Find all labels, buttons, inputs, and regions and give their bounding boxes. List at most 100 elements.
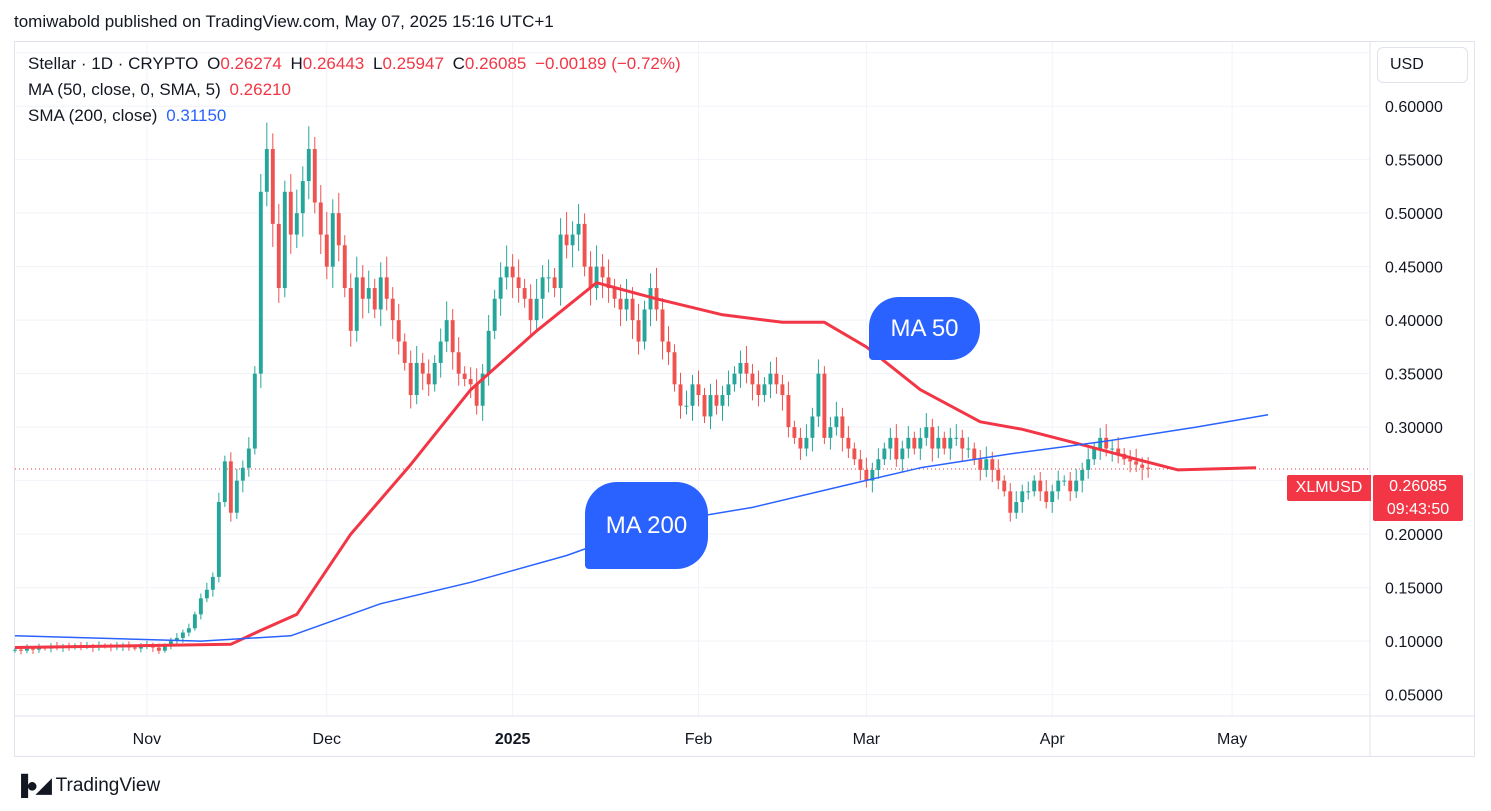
x-tick-label: Mar bbox=[853, 731, 881, 748]
candle-body bbox=[978, 459, 983, 470]
publisher-line: tomiwabold published on TradingView.com,… bbox=[14, 12, 554, 31]
candle-body bbox=[930, 427, 935, 449]
candle-body bbox=[864, 469, 869, 481]
y-tick-label: 0.40000 bbox=[1385, 313, 1443, 330]
candle-body bbox=[438, 341, 443, 363]
candle-body bbox=[612, 288, 617, 299]
legend-open-label: O bbox=[207, 54, 221, 73]
y-tick-label: 0.60000 bbox=[1385, 99, 1443, 116]
candle-body bbox=[600, 266, 605, 278]
candle-body bbox=[1026, 491, 1031, 493]
y-tick-label: 0.10000 bbox=[1385, 634, 1443, 651]
candle-body bbox=[1074, 480, 1079, 492]
candle-body bbox=[258, 191, 263, 374]
candle-body bbox=[384, 277, 389, 299]
candle-body bbox=[984, 459, 989, 470]
candle-body bbox=[840, 416, 845, 438]
candle-body bbox=[468, 379, 473, 385]
candle-body bbox=[300, 181, 305, 214]
candle-body bbox=[1020, 491, 1025, 503]
y-tick-label: 0.20000 bbox=[1385, 527, 1443, 544]
currency-button[interactable]: USD bbox=[1377, 47, 1468, 83]
candle-body bbox=[336, 213, 341, 246]
candle-body bbox=[1092, 448, 1097, 460]
candle-body bbox=[450, 320, 455, 353]
candle-body bbox=[528, 298, 533, 321]
candle-body bbox=[1044, 491, 1049, 503]
ma50-line bbox=[14, 281, 1257, 649]
candle-body bbox=[960, 437, 965, 449]
candle-body bbox=[378, 277, 383, 310]
candle-body bbox=[582, 223, 587, 267]
candle-body bbox=[972, 448, 977, 460]
candle-body bbox=[744, 362, 749, 374]
tradingview-logo[interactable]: ▐●◢ TradingView bbox=[14, 773, 160, 798]
candle-body bbox=[1140, 464, 1145, 468]
candle-body bbox=[420, 362, 425, 374]
legend-high-label: H bbox=[290, 54, 303, 73]
candle-body bbox=[660, 309, 665, 342]
candle-body bbox=[594, 266, 599, 289]
candle-body bbox=[540, 277, 545, 299]
legend-symbol[interactable]: Stellar · 1D · CRYPTO bbox=[28, 54, 199, 73]
legend-ma-value: 0.26210 bbox=[229, 80, 291, 99]
legend-open: 0.26274 bbox=[220, 54, 282, 73]
candle-body bbox=[750, 373, 755, 385]
candle-body bbox=[882, 448, 887, 460]
candle-body bbox=[798, 437, 803, 449]
price-tag-countdown: 09:43:50 bbox=[1386, 501, 1450, 518]
candle-body bbox=[1098, 437, 1103, 449]
candle-body bbox=[19, 649, 23, 651]
y-tick-label: 0.55000 bbox=[1385, 153, 1443, 170]
legend-ohlc: Stellar · 1D · CRYPTO O0.26274 H0.26443 … bbox=[28, 54, 685, 74]
candle-body bbox=[252, 373, 257, 449]
candle-body bbox=[792, 427, 797, 438]
candle-body bbox=[552, 277, 557, 289]
candle-body bbox=[576, 223, 581, 235]
legend-sma200[interactable]: SMA (200, close) 0.31150 bbox=[28, 106, 230, 126]
candle-body bbox=[228, 461, 233, 513]
price-tag-value: 0.26085 09:43:50 bbox=[1373, 475, 1463, 521]
candle-body bbox=[678, 384, 683, 406]
legend-ma50[interactable]: MA (50, close, 0, SMA, 5) 0.26210 bbox=[28, 80, 295, 100]
y-tick-label: 0.15000 bbox=[1385, 581, 1443, 598]
candle-body bbox=[918, 437, 923, 449]
candle-body bbox=[294, 213, 299, 235]
callout-ma50[interactable]: MA 50 bbox=[869, 297, 980, 360]
candle-body bbox=[270, 148, 275, 224]
candle-body bbox=[390, 298, 395, 321]
candle-body bbox=[768, 373, 773, 385]
x-tick-label: Feb bbox=[685, 731, 713, 748]
candle-body bbox=[996, 469, 1001, 481]
candle-body bbox=[354, 277, 359, 331]
legend-close: 0.26085 bbox=[464, 54, 527, 73]
candle-body bbox=[762, 384, 767, 396]
candle-body bbox=[348, 288, 353, 331]
candle-body bbox=[198, 598, 203, 615]
candle-body bbox=[1068, 480, 1073, 492]
candle-body bbox=[1116, 448, 1121, 454]
candle-body bbox=[534, 298, 539, 321]
candle-body bbox=[324, 234, 329, 267]
legend-high: 0.26443 bbox=[302, 54, 365, 73]
candle-body bbox=[912, 437, 917, 449]
candle-body bbox=[306, 148, 311, 182]
candle-body bbox=[618, 298, 623, 310]
legend-sma-value: 0.31150 bbox=[166, 106, 227, 125]
callout-ma200[interactable]: MA 200 bbox=[585, 482, 708, 569]
tradingview-logo-icon: ▐●◢ bbox=[14, 775, 52, 797]
candle-body bbox=[858, 459, 863, 470]
y-tick-label: 0.50000 bbox=[1385, 206, 1443, 223]
candle-body bbox=[330, 213, 335, 267]
candle-body bbox=[570, 234, 575, 246]
candle-body bbox=[414, 362, 419, 396]
candle-body bbox=[426, 373, 431, 385]
x-tick-label: Nov bbox=[133, 731, 161, 748]
candle-body bbox=[774, 373, 779, 385]
candle-body bbox=[186, 628, 191, 633]
candle-body bbox=[564, 234, 569, 246]
candle-body bbox=[174, 637, 179, 642]
candle-body bbox=[1056, 480, 1061, 492]
chart-frame[interactable] bbox=[14, 41, 1475, 757]
